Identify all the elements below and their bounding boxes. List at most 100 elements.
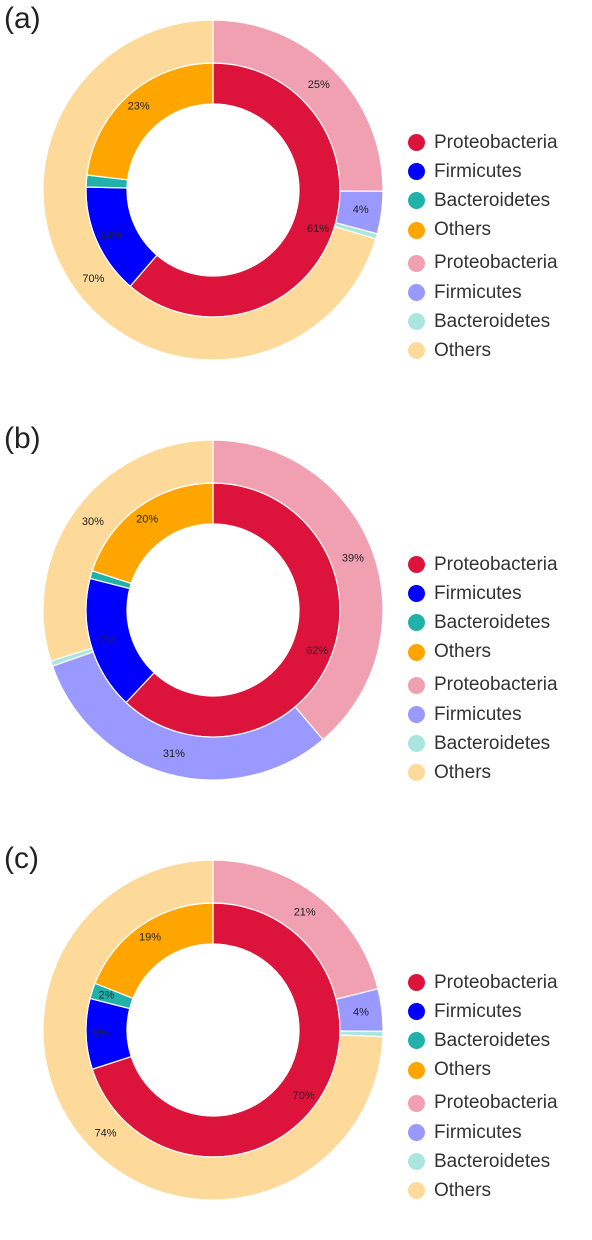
legend-swatch — [408, 643, 425, 661]
panel-label: (c) — [4, 842, 39, 875]
outer-slice-label: 30% — [82, 516, 104, 528]
panel-label: (b) — [4, 422, 41, 455]
legend-swatch — [408, 284, 425, 302]
outer-slice-others — [42, 439, 214, 662]
legend-item-proteobacteria: Proteobacteria — [408, 128, 558, 157]
legend-item-bacteroidetes: Bacteroidetes — [408, 1026, 558, 1055]
chart-panel-b: (b) 62% 17% 20% 39% 31% 30% Proteobacteria Fir… — [0, 420, 592, 820]
outer-slice-others — [42, 859, 384, 1201]
legend-label: Others — [434, 641, 492, 663]
legend-label: Firmicutes — [434, 1121, 522, 1143]
legend-swatch — [408, 1003, 425, 1021]
legend-item-firmicutes: Firmicutes — [408, 157, 558, 186]
legend-label: Proteobacteria — [434, 674, 558, 696]
legend-label: Others — [434, 761, 492, 783]
outer-slice-label: 39% — [342, 553, 364, 565]
legend-item-bacteroidetes: Bacteroidetes — [408, 608, 558, 637]
donut-chart: 70% 9% 2% 19% 21% 4% 74% — [42, 859, 384, 1201]
legend-swatch — [408, 1182, 425, 1200]
legend-item-others: Others — [408, 758, 558, 787]
legend-item-others: Others — [408, 336, 558, 365]
inner-slice-label: 17% — [94, 635, 116, 647]
legend-label: Others — [434, 1059, 492, 1081]
legend-item-bacteroidetes: Bacteroidetes — [408, 729, 558, 758]
legend-label: Bacteroidetes — [434, 732, 551, 754]
panel-label: (a) — [4, 2, 41, 35]
outer-slice-label: 25% — [308, 79, 330, 91]
legend-label: Firmicutes — [434, 281, 522, 303]
outer-slice-label: 4% — [353, 204, 369, 216]
legend-label: Firmicutes — [434, 160, 522, 182]
legend-swatch — [408, 585, 425, 603]
outer-slice-label: 21% — [294, 907, 316, 919]
outer-slice-label: 31% — [163, 748, 185, 760]
chart-panel-a: (a) 61% 14% 23% 25% 4% 70% Proteobacteria Firm… — [0, 0, 592, 400]
legend-label: Proteobacteria — [434, 131, 558, 153]
legend-swatch — [408, 221, 425, 239]
legend-label: Proteobacteria — [434, 553, 558, 575]
outer-slice-others — [42, 19, 377, 361]
outer-slice-proteobacteria — [212, 439, 384, 741]
inner-slice-label: 19% — [139, 931, 161, 943]
inner-slice-label: 14% — [100, 230, 122, 242]
legend-label: Others — [434, 219, 492, 241]
legend-swatch — [408, 556, 425, 574]
legend-swatch — [408, 1061, 425, 1079]
inner-slice-label: 2% — [99, 989, 115, 1001]
legend-label: Bacteroidetes — [434, 1150, 551, 1172]
legend-label: Bacteroidetes — [434, 310, 551, 332]
legend-swatch — [408, 764, 425, 782]
legend-item-bacteroidetes: Bacteroidetes — [408, 1147, 558, 1176]
inner-slice-label: 62% — [306, 645, 328, 657]
legend-swatch — [408, 1153, 425, 1171]
legend-swatch — [408, 254, 425, 272]
outer-slice-label: 4% — [353, 1006, 369, 1018]
legend-swatch — [408, 342, 425, 360]
outer-slice-label: 70% — [82, 273, 104, 285]
legend-item-firmicutes: Firmicutes — [408, 579, 558, 608]
chart-panel-c: (c) 70% 9% 2% 19% 21% 4% 74% Proteobacteria Fir… — [0, 840, 592, 1240]
legend-swatch — [408, 735, 425, 753]
legend-item-proteobacteria: Proteobacteria — [408, 550, 558, 579]
legend-swatch — [408, 1124, 425, 1142]
legend-label: Firmicutes — [434, 1000, 522, 1022]
legend-item-firmicutes: Firmicutes — [408, 997, 558, 1026]
legend-swatch — [408, 163, 425, 181]
legend-item-proteobacteria: Proteobacteria — [408, 1089, 558, 1118]
legend-label: Others — [434, 1179, 492, 1201]
legend: Proteobacteria Firmicutes Bacteroidetes Oth… — [408, 968, 558, 1206]
legend-item-proteobacteria: Proteobacteria — [408, 968, 558, 997]
legend-swatch — [408, 974, 425, 992]
legend-swatch — [408, 614, 425, 632]
legend-item-others: Others — [408, 1176, 558, 1205]
legend-swatch — [408, 1094, 425, 1112]
legend-item-others: Others — [408, 638, 558, 667]
legend-item-firmicutes: Firmicutes — [408, 1118, 558, 1147]
legend-label: Others — [434, 339, 492, 361]
legend: Proteobacteria Firmicutes Bacteroidetes Oth… — [408, 128, 558, 366]
legend-label: Proteobacteria — [434, 1092, 558, 1114]
legend-item-bacteroidetes: Bacteroidetes — [408, 186, 558, 215]
legend-label: Bacteroidetes — [434, 1029, 551, 1051]
legend-label: Bacteroidetes — [434, 611, 551, 633]
legend-label: Proteobacteria — [434, 971, 558, 993]
inner-slice-label: 9% — [93, 1028, 109, 1040]
legend-swatch — [408, 313, 425, 331]
inner-slice-label: 20% — [136, 513, 158, 525]
legend-item-bacteroidetes: Bacteroidetes — [408, 307, 558, 336]
inner-slice-label: 70% — [293, 1090, 315, 1102]
inner-slice-label: 23% — [128, 100, 150, 112]
inner-slice-label: 61% — [307, 223, 329, 235]
donut-chart: 61% 14% 23% 25% 4% 70% — [42, 19, 384, 361]
legend-item-proteobacteria: Proteobacteria — [408, 671, 558, 700]
legend-item-firmicutes: Firmicutes — [408, 278, 558, 307]
legend-item-proteobacteria: Proteobacteria — [408, 249, 558, 278]
legend-label: Firmicutes — [434, 582, 522, 604]
legend-swatch — [408, 1032, 425, 1050]
legend-item-others: Others — [408, 216, 558, 245]
legend-label: Proteobacteria — [434, 252, 558, 274]
outer-slice-label: 74% — [95, 1127, 117, 1139]
legend-label: Firmicutes — [434, 703, 522, 725]
legend-swatch — [408, 706, 425, 724]
donut-chart: 62% 17% 20% 39% 31% 30% — [42, 439, 384, 781]
